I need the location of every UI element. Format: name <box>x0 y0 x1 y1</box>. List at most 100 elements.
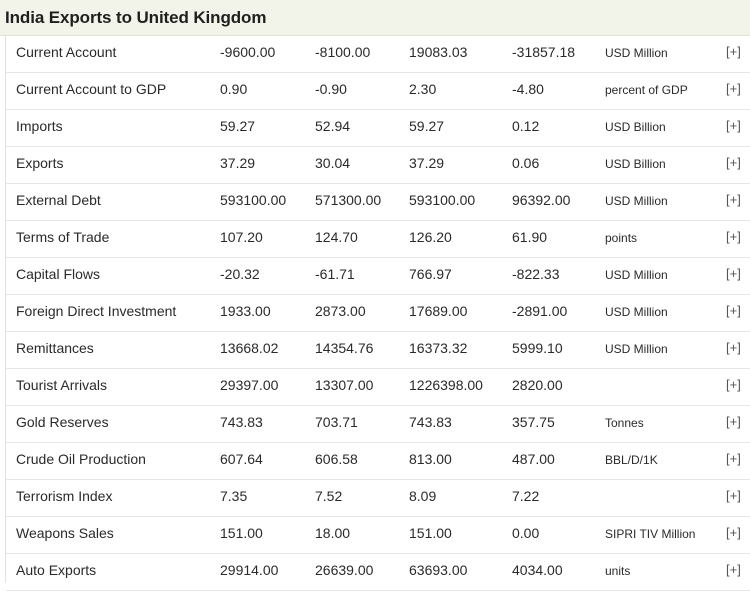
previous-value: 606.58 <box>315 451 358 467</box>
table-row: Terms of Trade 107.20 124.70 126.20 61.9… <box>6 221 750 258</box>
last-value: 743.83 <box>220 414 263 430</box>
highest-value: 766.97 <box>409 266 452 282</box>
table-row: Imports 59.27 52.94 59.27 0.12 USD Billi… <box>6 110 750 147</box>
lowest-value: 96392.00 <box>512 192 571 208</box>
lowest-value: 487.00 <box>512 451 555 467</box>
indicator-name-link[interactable]: Weapons Sales <box>16 525 114 541</box>
highest-value: 37.29 <box>409 155 445 171</box>
lowest-value: 0.00 <box>512 525 540 541</box>
unit-label: Tonnes <box>605 416 644 430</box>
indicator-name-link[interactable]: Current Account <box>16 44 117 60</box>
unit-label: USD Million <box>605 268 668 282</box>
indicator-name-link[interactable]: Current Account to GDP <box>16 81 167 97</box>
indicator-name-link[interactable]: Terrorism Index <box>16 488 113 504</box>
previous-value: 18.00 <box>315 525 351 541</box>
previous-value: 52.94 <box>315 118 351 134</box>
unit-label: USD Million <box>605 194 668 208</box>
indicator-name-link[interactable]: Gold Reserves <box>16 414 109 430</box>
table-row: External Debt 593100.00 571300.00 593100… <box>6 184 750 221</box>
last-value: 29397.00 <box>220 377 279 393</box>
table-row: Crude Oil Production 607.64 606.58 813.0… <box>6 443 750 480</box>
indicator-name-link[interactable]: Terms of Trade <box>16 229 110 245</box>
indicator-name-link[interactable]: External Debt <box>16 192 101 208</box>
previous-value: 703.71 <box>315 414 358 430</box>
last-value: 107.20 <box>220 229 263 245</box>
highest-value: 17689.00 <box>409 303 468 319</box>
page-title: India Exports to United Kingdom <box>5 8 267 27</box>
unit-label: USD Million <box>605 342 668 356</box>
expand-button[interactable]: [+] <box>726 303 741 318</box>
indicator-name-link[interactable]: Crude Oil Production <box>16 451 146 467</box>
indicator-name-link[interactable]: Remittances <box>16 340 94 356</box>
last-value: -9600.00 <box>220 44 276 60</box>
lowest-value: -4.80 <box>512 81 544 97</box>
previous-value: 14354.76 <box>315 340 374 356</box>
expand-button[interactable]: [+] <box>726 562 741 577</box>
last-value: 607.64 <box>220 451 263 467</box>
table-row: Foreign Direct Investment 1933.00 2873.0… <box>6 295 750 332</box>
expand-button[interactable]: [+] <box>726 81 741 96</box>
last-value: 593100.00 <box>220 192 287 208</box>
indicator-name-link[interactable]: Tourist Arrivals <box>16 377 108 393</box>
lowest-value: 2820.00 <box>512 377 563 393</box>
table-row: Weapons Sales 151.00 18.00 151.00 0.00 S… <box>6 517 750 554</box>
expand-button[interactable]: [+] <box>726 266 741 281</box>
last-value: 13668.02 <box>220 340 279 356</box>
lowest-value: -31857.18 <box>512 44 576 60</box>
expand-button[interactable]: [+] <box>726 192 741 207</box>
highest-value: 593100.00 <box>409 192 476 208</box>
indicator-name-link[interactable]: Foreign Direct Investment <box>16 303 177 319</box>
lowest-value: 5999.10 <box>512 340 563 356</box>
unit-label: USD Billion <box>605 120 666 134</box>
unit-label: SIPRI TIV Million <box>605 527 696 541</box>
expand-button[interactable]: [+] <box>726 377 741 392</box>
lowest-value: 0.06 <box>512 155 540 171</box>
expand-button[interactable]: [+] <box>726 451 741 466</box>
table-row: Exports 37.29 30.04 37.29 0.06 USD Billi… <box>6 147 750 184</box>
unit-label: BBL/D/1K <box>605 453 658 467</box>
expand-button[interactable]: [+] <box>726 155 741 170</box>
last-value: -20.32 <box>220 266 260 282</box>
table-row: Tourist Arrivals 29397.00 13307.00 12263… <box>6 369 750 406</box>
previous-value: -0.90 <box>315 81 347 97</box>
expand-button[interactable]: [+] <box>726 44 741 59</box>
indicator-name-link[interactable]: Auto Exports <box>16 562 97 578</box>
expand-button[interactable]: [+] <box>726 525 741 540</box>
highest-value: 59.27 <box>409 118 445 134</box>
expand-button[interactable]: [+] <box>726 488 741 503</box>
page-header: India Exports to United Kingdom <box>0 0 750 36</box>
lowest-value: 4034.00 <box>512 562 563 578</box>
last-value: 7.35 <box>220 488 248 504</box>
indicator-name-link[interactable]: Imports <box>16 118 63 134</box>
unit-label: USD Billion <box>605 157 666 171</box>
table-row: Current Account to GDP 0.90 -0.90 2.30 -… <box>6 73 750 110</box>
unit-label: USD Million <box>605 46 668 60</box>
expand-button[interactable]: [+] <box>726 340 741 355</box>
previous-value: -61.71 <box>315 266 355 282</box>
expand-button[interactable]: [+] <box>726 118 741 133</box>
highest-value: 63693.00 <box>409 562 468 578</box>
highest-value: 743.83 <box>409 414 452 430</box>
unit-label: percent of GDP <box>605 83 688 97</box>
previous-value: -8100.00 <box>315 44 371 60</box>
indicator-name-link[interactable]: Capital Flows <box>16 266 101 282</box>
highest-value: 2.30 <box>409 81 437 97</box>
unit-label: units <box>605 564 631 578</box>
expand-button[interactable]: [+] <box>726 414 741 429</box>
last-value: 37.29 <box>220 155 256 171</box>
last-value: 0.90 <box>220 81 248 97</box>
previous-value: 30.04 <box>315 155 351 171</box>
previous-value: 571300.00 <box>315 192 382 208</box>
lowest-value: 61.90 <box>512 229 548 245</box>
table-row: Terrorism Index 7.35 7.52 8.09 7.22 [+] <box>6 480 750 517</box>
expand-button[interactable]: [+] <box>726 229 741 244</box>
last-value: 151.00 <box>220 525 263 541</box>
highest-value: 1226398.00 <box>409 377 483 393</box>
unit-label: USD Million <box>605 305 668 319</box>
previous-value: 26639.00 <box>315 562 374 578</box>
last-value: 59.27 <box>220 118 256 134</box>
indicator-name-link[interactable]: Exports <box>16 155 64 171</box>
highest-value: 126.20 <box>409 229 452 245</box>
previous-value: 2873.00 <box>315 303 366 319</box>
last-value: 29914.00 <box>220 562 279 578</box>
